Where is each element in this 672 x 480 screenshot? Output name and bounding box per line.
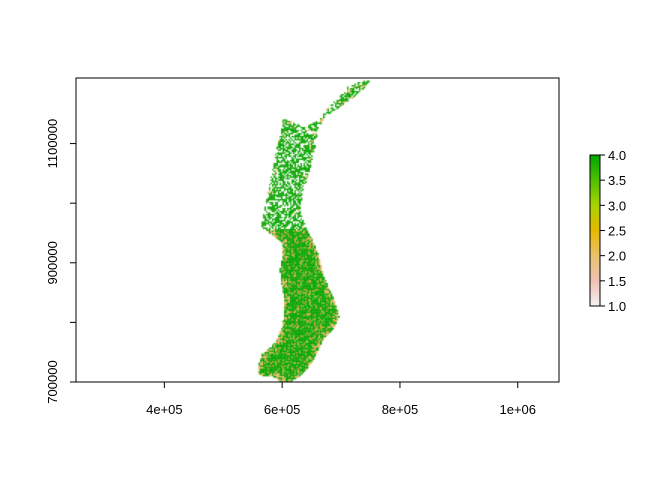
legend-tick-label: 3.5 xyxy=(608,173,626,188)
x-tick-label: 6e+05 xyxy=(264,402,301,417)
x-tick-label: 1e+06 xyxy=(500,402,537,417)
legend-ticks: 1.0 1.5 2.0 2.5 3.0 3.5 4.0 xyxy=(600,148,626,314)
y-tick-label: 900000 xyxy=(45,241,60,284)
x-tick-label: 4e+05 xyxy=(146,402,183,417)
legend-tick-label: 1.0 xyxy=(608,299,626,314)
y-axis: 700000 900000 1100000 xyxy=(45,119,77,404)
y-tick-label: 700000 xyxy=(45,360,60,403)
legend-tick-label: 4.0 xyxy=(608,148,626,163)
y-tick-label: 1100000 xyxy=(45,119,60,169)
color-legend: 1.0 1.5 2.0 2.5 3.0 3.5 4.0 xyxy=(589,148,626,314)
legend-tick-label: 1.5 xyxy=(608,274,626,289)
x-tick-label: 8e+05 xyxy=(382,402,419,417)
legend-color-bar xyxy=(589,154,601,307)
x-axis: 4e+05 6e+05 8e+05 1e+06 xyxy=(146,381,537,417)
legend-tick-label: 2.5 xyxy=(608,224,626,239)
legend-tick-label: 2.0 xyxy=(608,249,626,264)
legend-tick-label: 3.0 xyxy=(608,198,626,213)
